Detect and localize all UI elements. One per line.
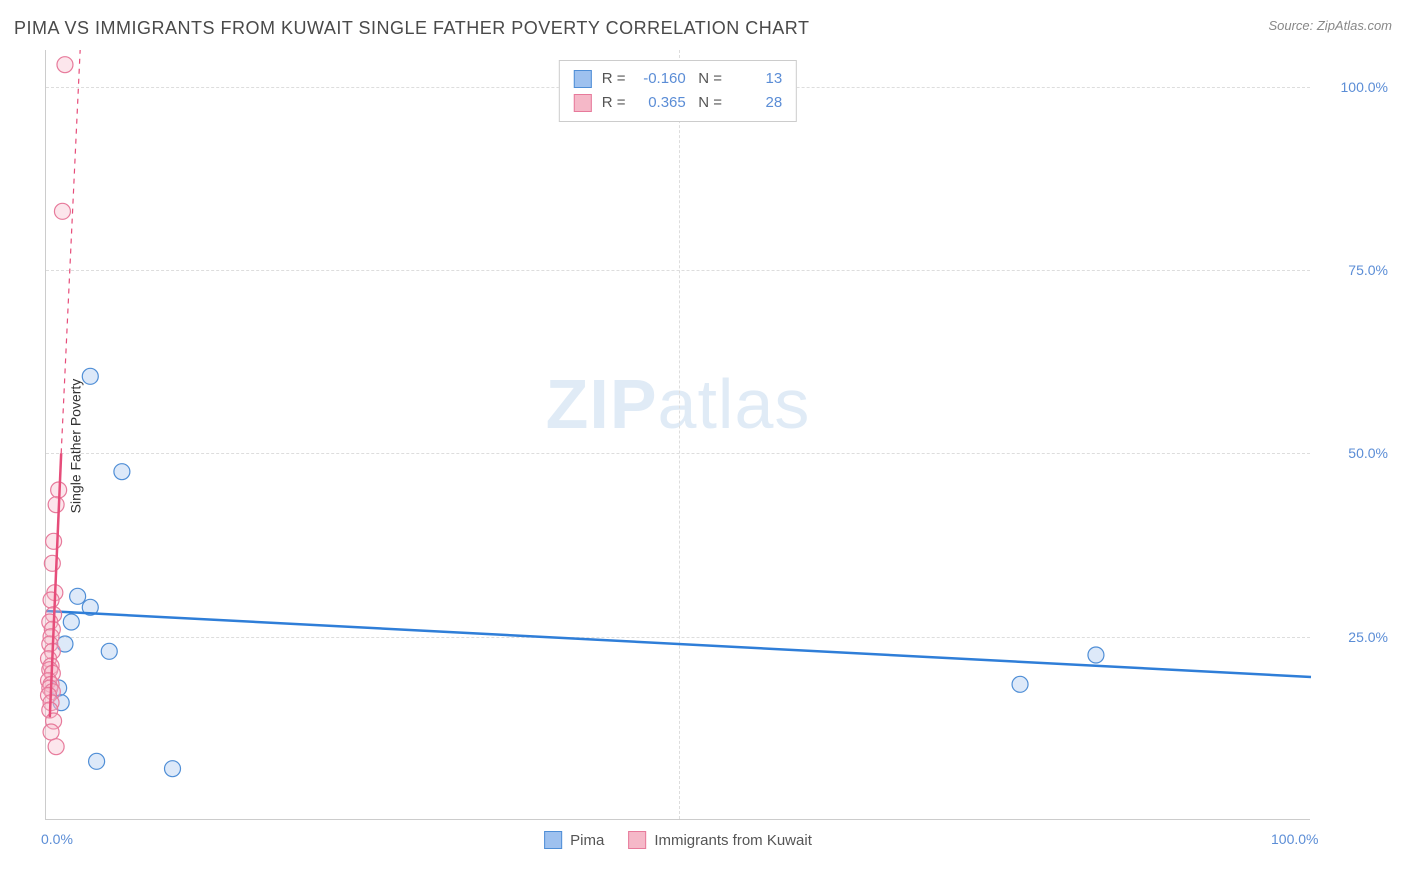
data-point	[70, 588, 86, 604]
data-point	[114, 464, 130, 480]
data-point	[48, 497, 64, 513]
x-tick-label: 0.0%	[41, 831, 73, 847]
data-point	[1012, 676, 1028, 692]
data-point	[82, 368, 98, 384]
y-tick-label: 25.0%	[1348, 629, 1388, 645]
legend-series-label: Pima	[570, 832, 604, 849]
y-tick-label: 75.0%	[1348, 262, 1388, 278]
data-point	[63, 614, 79, 630]
data-point	[43, 592, 59, 608]
data-point	[48, 739, 64, 755]
chart-header: PIMA VS IMMIGRANTS FROM KUWAIT SINGLE FA…	[14, 18, 1392, 39]
legend-series-label: Immigrants from Kuwait	[654, 832, 812, 849]
correlation-legend: R = -0.160 N = 13R = 0.365 N = 28	[559, 60, 797, 122]
trend-line	[46, 611, 1311, 677]
legend-swatch-icon	[544, 831, 562, 849]
data-point	[89, 753, 105, 769]
x-tick-label: 100.0%	[1271, 831, 1318, 847]
chart-title: PIMA VS IMMIGRANTS FROM KUWAIT SINGLE FA…	[14, 18, 809, 39]
legend-series-item: Pima	[544, 831, 604, 849]
legend-swatch-icon	[628, 831, 646, 849]
legend-series-item: Immigrants from Kuwait	[628, 831, 812, 849]
plot-area: ZIPatlas 25.0%50.0%75.0%100.0% R = -0.16…	[45, 50, 1310, 820]
legend-correlation-row: R = -0.160 N = 13	[574, 67, 782, 91]
trend-line	[61, 50, 80, 453]
legend-swatch-icon	[574, 94, 592, 112]
data-point	[101, 643, 117, 659]
y-tick-label: 100.0%	[1341, 79, 1388, 95]
data-point	[1088, 647, 1104, 663]
data-point	[46, 533, 62, 549]
legend-swatch-icon	[574, 70, 592, 88]
legend-correlation-row: R = 0.365 N = 28	[574, 91, 782, 115]
legend-stats-text: R = -0.160 N = 13	[602, 67, 782, 91]
y-tick-label: 50.0%	[1348, 445, 1388, 461]
series-legend: Pima Immigrants from Kuwait	[544, 831, 812, 849]
chart-source: Source: ZipAtlas.com	[1268, 18, 1392, 33]
scatter-chart	[46, 50, 1310, 819]
data-point	[54, 203, 70, 219]
data-point	[57, 57, 73, 73]
data-point	[165, 761, 181, 777]
data-point	[43, 724, 59, 740]
legend-stats-text: R = 0.365 N = 28	[602, 91, 782, 115]
